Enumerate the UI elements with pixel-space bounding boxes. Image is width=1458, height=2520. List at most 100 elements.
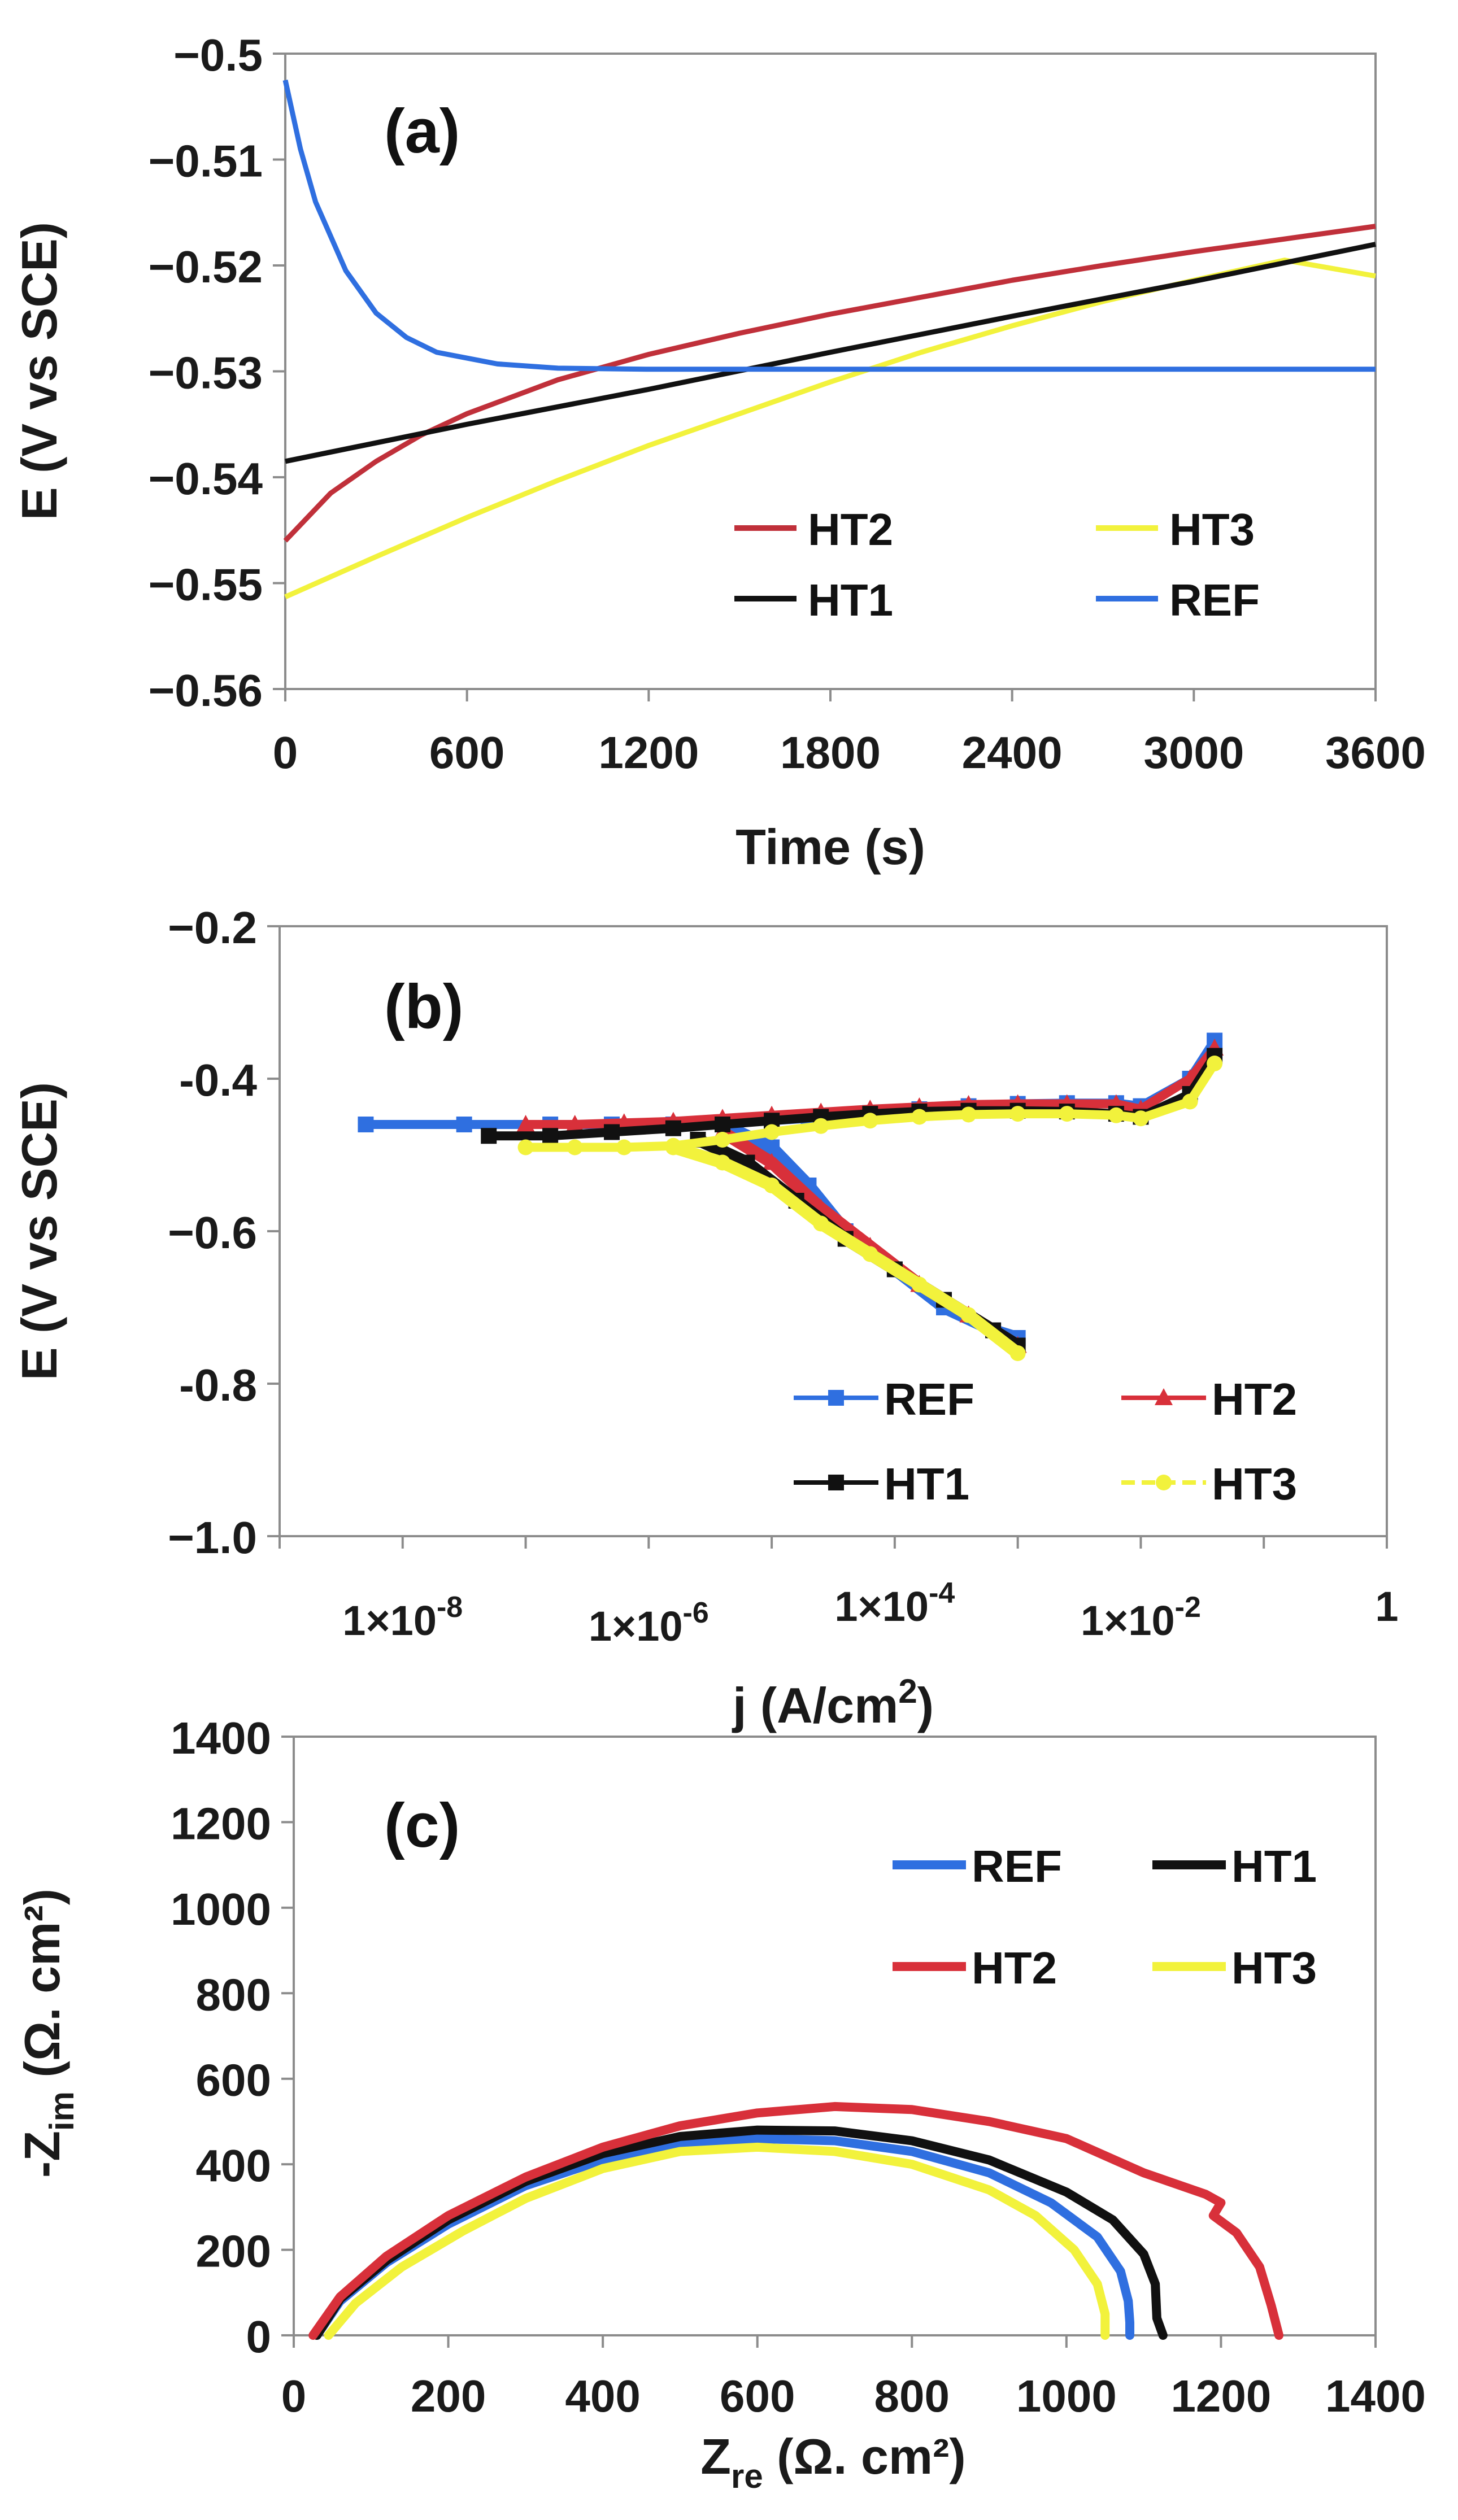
legend-label-b-ht2: HT2 [1212, 1374, 1297, 1424]
x-tick-label-a: 3000 [1143, 727, 1244, 778]
x-tick-label-a: 2400 [962, 727, 1063, 778]
marker-b-ht3 [1059, 1106, 1075, 1122]
series-cathodic-b-ht3 [671, 1141, 1022, 1358]
legend-label-a-ht1: HT1 [808, 575, 893, 625]
x-tick-label-b-base: 1×10 [834, 1583, 929, 1630]
y-tick-label-a: −0.56 [149, 665, 263, 716]
marker-b-ht3 [1182, 1093, 1198, 1110]
legend-marker-b-ht1 [828, 1475, 844, 1490]
y-tick-label-c: 800 [196, 1969, 271, 2020]
y-axis-label-a: E (V vs SCE) [11, 222, 67, 520]
legend-label-c-ht1: HT1 [1231, 1841, 1317, 1891]
x-tick-label-a: 0 [273, 727, 298, 778]
y-tick-label-c: 0 [246, 2312, 272, 2362]
x-tick-label-c: 800 [874, 2371, 950, 2421]
series-line-c-ht2 [308, 2102, 1284, 2340]
x-tick-label-b-exp: -6 [683, 1597, 709, 1629]
y-tick-label-c: 200 [196, 2226, 271, 2277]
marker-b-ht3 [715, 1154, 730, 1171]
marker-b-ht1 [715, 1117, 730, 1132]
x-tick-label-b: 1×10-4 [834, 1577, 955, 1630]
marker-b-ht3 [517, 1139, 534, 1156]
marker-b-ht1 [481, 1128, 497, 1144]
x-tick-label-c: 1400 [1325, 2371, 1426, 2421]
x-axis-label-b-sup: 2 [898, 1672, 917, 1710]
marker-b-ref [456, 1117, 472, 1132]
panel-b: −0.2-0.4−0.6-0.8−1.01×10-8 1×10-6 1×10-41×… [11, 903, 1399, 1733]
marker-b-ht1 [542, 1128, 559, 1144]
x-tick-label-b: 1×10-2 [1081, 1591, 1201, 1644]
c-series [308, 2102, 1284, 2340]
y-label-c-main: -Z [14, 2131, 70, 2178]
legend-label-a-ht3: HT3 [1169, 504, 1255, 555]
a-series [282, 79, 1376, 599]
x-label-c-sub: re [731, 2457, 763, 2495]
panel-label-c: (c) [384, 1791, 460, 1860]
y-tick-label-b: −0.2 [168, 903, 257, 953]
marker-b-ht3 [764, 1178, 780, 1193]
marker-b-ht3 [960, 1106, 977, 1123]
x-tick-label-b-exp: -2 [1175, 1591, 1201, 1624]
marker-b-ht3 [1108, 1107, 1124, 1123]
y-label-c-rest: (Ω. cm²) [14, 1889, 70, 2091]
marker-b-ht3 [813, 1215, 829, 1232]
x-tick-label-a: 1800 [780, 727, 881, 778]
y-tick-label-b: -0.4 [179, 1055, 257, 1105]
marker-b-ht3 [1009, 1106, 1026, 1122]
y-tick-label-a: −0.51 [149, 136, 263, 186]
marker-b-ht3 [911, 1276, 928, 1293]
y-tick-label-c: 1000 [171, 1884, 271, 1934]
marker-b-ht3 [1207, 1056, 1223, 1071]
marker-b-ht1 [665, 1120, 681, 1136]
marker-b-ht3 [911, 1109, 928, 1125]
marker-b-ht3 [764, 1124, 780, 1140]
marker-b-ht3 [862, 1113, 878, 1129]
series-line-a-ref [282, 79, 1376, 372]
marker-b-ht1 [604, 1124, 620, 1140]
x-axis-label-b-main: j (A/cm [732, 1677, 898, 1733]
legend-b: REF HT2 HT1 HT3 [794, 1374, 1297, 1509]
y-axis-label-b: E (V vs SCE) [11, 1082, 67, 1380]
x-label-c-main: Z [700, 2429, 731, 2484]
y-axis-label-c: -Zim (Ω. cm²) [14, 1889, 81, 2178]
legend-marker-b-ht2 [1155, 1388, 1173, 1405]
x-tick-label-a: 3600 [1325, 727, 1426, 778]
marker-b-ht3 [862, 1246, 878, 1262]
y-tick-label-a: −0.5 [173, 30, 263, 80]
x-tick-label-b-base: 1×10 [342, 1597, 437, 1644]
x-tick-label-b: 1×10-6 [589, 1597, 709, 1650]
y-tick-label-c: 1400 [171, 1713, 271, 1763]
b-series [358, 1032, 1224, 1361]
y-tick-label-a: −0.52 [149, 242, 263, 292]
x-tick-label-b: 1 [1375, 1583, 1398, 1630]
series-line-a-ht1 [285, 242, 1376, 464]
panel-label-a: (a) [384, 97, 460, 166]
marker-b-ht3 [567, 1139, 583, 1156]
legend-label-c-ht3: HT3 [1231, 1943, 1317, 1993]
legend-c: REF HT1 HT2 HT3 [893, 1841, 1317, 1993]
x-axis-label-b-close: ) [917, 1677, 934, 1733]
a-ticks: −0.5 −0.51 −0.52 −0.53 −0.54 −0.55 −0.560 600 12… [149, 30, 1426, 778]
y-tick-label-a: −0.55 [149, 560, 263, 610]
panel-a: −0.5 −0.51 −0.52 −0.53 −0.54 −0.55 −0.560 600 12… [11, 30, 1426, 875]
x-tick-label-b: 1×10-8 [342, 1591, 463, 1644]
x-tick-label-c: 400 [565, 2371, 640, 2421]
x-tick-label-b-base: 1×10 [589, 1603, 683, 1650]
x-tick-label-a: 1200 [598, 727, 699, 778]
series-anodic-b-ht2 [525, 1045, 1218, 1129]
series-line-c-ht3 [324, 2142, 1110, 2340]
x-tick-label-a: 600 [429, 727, 504, 778]
x-tick-label-b-exp: -4 [929, 1577, 955, 1610]
marker-b-ht3 [715, 1132, 730, 1148]
x-tick-label-c: 1000 [1016, 2371, 1117, 2421]
panel-label-b: (b) [384, 972, 463, 1041]
series-anodic-b-ht3 [525, 1061, 1218, 1152]
x-tick-label-c: 1200 [1170, 2371, 1271, 2421]
plot-area-c [293, 1736, 1377, 2336]
y-tick-label-a: −0.54 [149, 454, 263, 504]
y-tick-label-a: −0.53 [149, 348, 263, 398]
marker-b-ht2 [763, 1153, 781, 1170]
x-tick-label-b-base: 1 [1375, 1583, 1398, 1630]
y-tick-label-c: 600 [196, 2055, 271, 2105]
